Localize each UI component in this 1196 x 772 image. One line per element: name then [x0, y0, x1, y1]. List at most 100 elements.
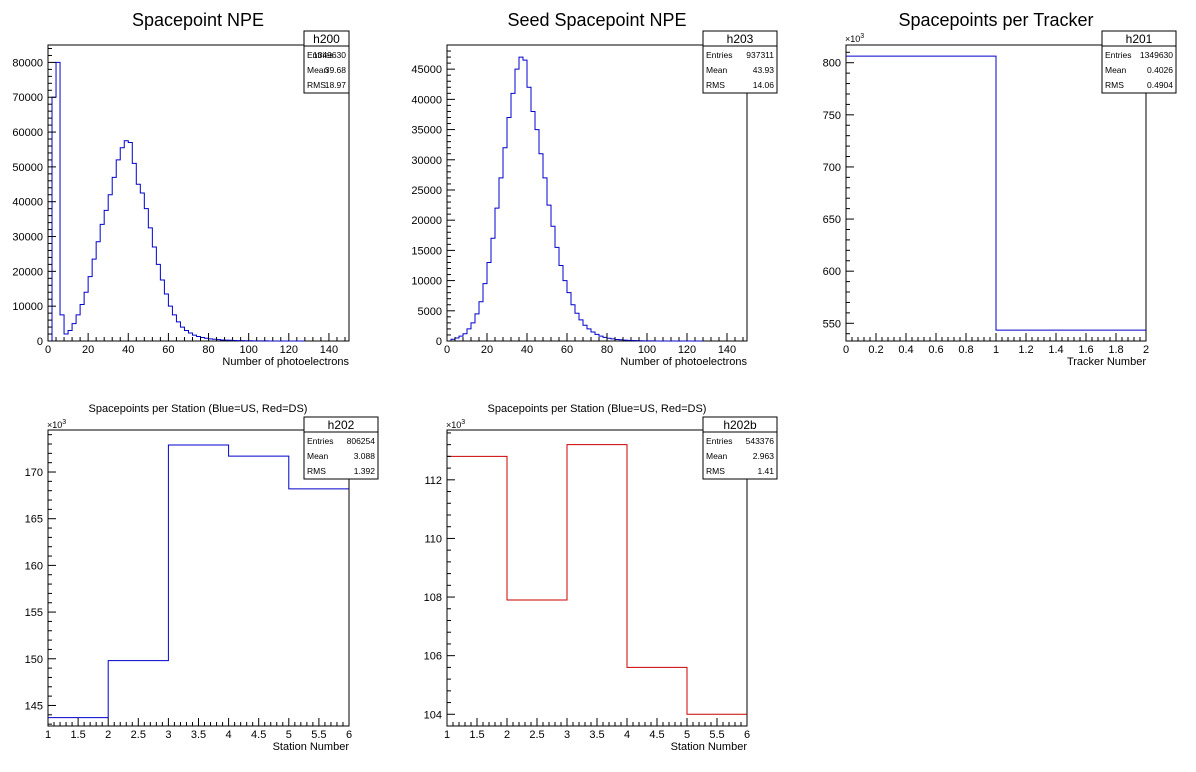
x-tick-label: 2 — [105, 729, 111, 741]
x-tick-label: 80 — [202, 344, 214, 356]
stats-label: Mean — [307, 65, 329, 75]
x-tick-label: 1.8 — [1108, 344, 1123, 356]
x-tick-label: 60 — [162, 344, 174, 356]
stats-box: h202 Entries 806254 Mean 3.088 RMS 1.392 — [303, 416, 379, 480]
y-multiplier-exponent: 3 — [860, 33, 864, 40]
y-tick-label: 35000 — [411, 125, 442, 137]
y-tick-label: 110 — [424, 533, 442, 545]
stats-label: Entries — [706, 436, 732, 446]
chart-title: Spacepoints per Tracker — [898, 10, 1093, 30]
x-tick-label: 2.5 — [529, 729, 544, 741]
y-tick-label: 10000 — [411, 276, 442, 288]
x-tick-label: 1 — [444, 729, 450, 741]
x-tick-label: 3.5 — [191, 729, 206, 741]
stats-value: 18.97 — [325, 80, 347, 90]
stats-histogram-name: h203 — [727, 32, 754, 46]
stats-box: h203 Entries 937311 Mean 43.93 RMS 14.06 — [702, 30, 778, 94]
x-tick-label: 1.5 — [469, 729, 484, 741]
x-tick-label: 3 — [165, 729, 171, 741]
x-tick-label: 100 — [239, 344, 257, 356]
y-tick-label: 10000 — [12, 301, 43, 313]
stats-box: h202b Entries 543376 Mean 2.963 RMS 1.41 — [702, 416, 778, 480]
y-tick-label: 650 — [823, 214, 841, 226]
y-tick-label: 30000 — [411, 155, 442, 167]
x-tick-label: 1 — [45, 729, 51, 741]
stats-box-frame — [303, 30, 350, 94]
stats-label: Mean — [307, 451, 329, 461]
x-tick-label: 1.6 — [1078, 344, 1093, 356]
chart-title: Spacepoint NPE — [132, 10, 264, 30]
stats-label: RMS — [706, 80, 725, 90]
y-tick-label: 750 — [823, 110, 841, 122]
stats-label: Entries — [307, 436, 333, 446]
stats-value: 2.963 — [753, 451, 775, 461]
stats-histogram-name: h201 — [1126, 32, 1153, 46]
x-tick-label: 5 — [286, 729, 292, 741]
x-tick-label: 0.4 — [898, 344, 913, 356]
x-tick-label: 5.5 — [709, 729, 724, 741]
stats-value: 806254 — [347, 436, 376, 446]
chart-h202: Spacepoints per Station (Blue=US, Red=DS… — [25, 403, 379, 753]
x-tick-label: 0 — [444, 344, 450, 356]
x-tick-label: 4 — [226, 729, 232, 741]
y-tick-label: 20000 — [411, 215, 442, 227]
y-tick-label: 80000 — [12, 57, 43, 69]
y-multiplier: ×103 — [446, 419, 465, 430]
stats-label: Entries — [706, 50, 732, 60]
y-tick-label: 0 — [37, 336, 43, 348]
x-tick-label: 1.5 — [70, 729, 85, 741]
y-tick-label: 40000 — [411, 94, 442, 106]
x-tick-label: 0 — [45, 344, 51, 356]
x-tick-label: 120 — [280, 344, 298, 356]
stats-histogram-name: h202b — [723, 418, 757, 432]
chart-h202b: Spacepoints per Station (Blue=US, Red=DS… — [424, 403, 778, 753]
histogram-series — [447, 444, 747, 715]
stats-value: 0.4026 — [1147, 65, 1173, 75]
stats-label: RMS — [1105, 80, 1124, 90]
x-axis-label: Station Number — [273, 741, 350, 753]
x-tick-label: 0.6 — [928, 344, 943, 356]
histogram-series — [846, 55, 1146, 331]
y-tick-label: 25000 — [411, 185, 442, 197]
histogram-series — [450, 56, 703, 342]
y-tick-label: 800 — [823, 58, 841, 70]
stats-value: 1349630 — [1140, 50, 1173, 60]
stats-box-frame — [702, 30, 778, 94]
y-tick-label: 108 — [424, 592, 442, 604]
chart-title: Seed Spacepoint NPE — [507, 10, 686, 30]
x-axis-label: Station Number — [671, 741, 748, 753]
x-tick-label: 140 — [320, 344, 338, 356]
y-tick-label: 170 — [25, 467, 43, 479]
y-tick-label: 550 — [823, 318, 841, 330]
x-tick-label: 3 — [564, 729, 570, 741]
chart-h201: Spacepoints per Tracker 0 0.2 0.4 0.6 0.8 1 1.2… — [823, 10, 1177, 368]
stats-label: RMS — [307, 80, 326, 90]
stats-value: 543376 — [746, 436, 775, 446]
x-tick-label: 0.8 — [958, 344, 973, 356]
x-tick-label: 2 — [504, 729, 510, 741]
y-tick-label: 160 — [25, 560, 43, 572]
x-tick-label: 5 — [684, 729, 690, 741]
y-tick-label: 106 — [424, 651, 442, 663]
plot-frame — [446, 429, 748, 727]
stats-value: 39.68 — [325, 65, 347, 75]
stats-label: Mean — [706, 65, 728, 75]
stats-label: Entries — [307, 50, 333, 60]
stats-label: Mean — [706, 451, 728, 461]
y-tick-label: 155 — [25, 607, 43, 619]
x-tick-label: 0.2 — [868, 344, 883, 356]
y-tick-label: 165 — [25, 514, 43, 526]
y-tick-label: 70000 — [12, 92, 43, 104]
x-tick-label: 6 — [346, 729, 352, 741]
x-tick-label: 4.5 — [649, 729, 664, 741]
x-tick-label: 0 — [843, 344, 849, 356]
histogram-series — [48, 444, 349, 719]
stats-value: 1349630 — [313, 50, 346, 60]
y-tick-label: 20000 — [12, 266, 43, 278]
x-tick-label: 3.5 — [589, 729, 604, 741]
y-multiplier-exponent: 3 — [62, 419, 66, 426]
x-tick-label: 40 — [122, 344, 134, 356]
y-multiplier: ×103 — [845, 33, 864, 44]
